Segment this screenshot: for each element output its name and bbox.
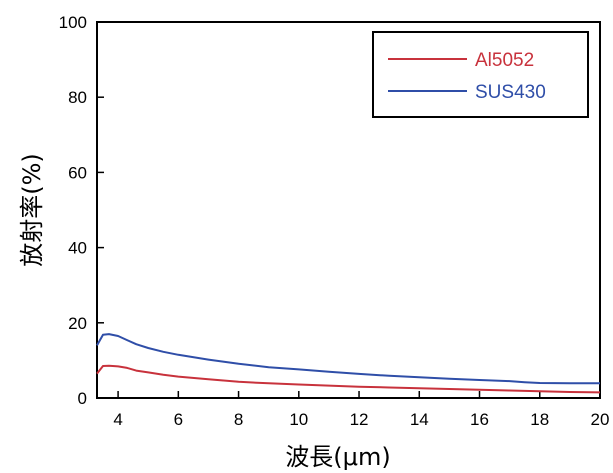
x-tick-label: 20 <box>591 410 610 429</box>
x-tick-label: 16 <box>470 410 489 429</box>
plot-frame <box>96 21 601 399</box>
y-tick-label: 20 <box>68 314 87 333</box>
y-tick-label: 60 <box>68 163 87 182</box>
x-axis-title: 波長(μm) <box>285 443 390 471</box>
x-tick-label: 14 <box>410 410 429 429</box>
x-tick-label: 6 <box>174 410 183 429</box>
legend: Al5052 SUS430 <box>372 31 589 118</box>
y-tick-label: 100 <box>59 13 87 32</box>
y-tick-label: 0 <box>78 389 87 408</box>
y-axis-title: 放射率(%) <box>18 153 46 267</box>
series-line-al5052 <box>96 364 601 394</box>
x-tick-label: 4 <box>113 410 122 429</box>
series-line-sus430 <box>96 333 600 385</box>
y-tick-label: 40 <box>68 239 87 258</box>
y-tick-label: 80 <box>68 88 87 107</box>
legend-label-sus430: SUS430 <box>475 82 546 103</box>
x-tick-label: 12 <box>350 410 369 429</box>
x-tick-label: 10 <box>289 410 308 429</box>
y-axis-ticks: 0 20 40 60 80 100 <box>59 13 104 408</box>
x-axis-ticks: 4 6 8 10 12 14 16 18 20 <box>113 391 609 429</box>
legend-box <box>372 31 589 118</box>
series-layer <box>96 333 601 394</box>
legend-label-al5052: Al5052 <box>475 50 534 71</box>
x-tick-label: 18 <box>530 410 549 429</box>
x-tick-label: 8 <box>234 410 243 429</box>
